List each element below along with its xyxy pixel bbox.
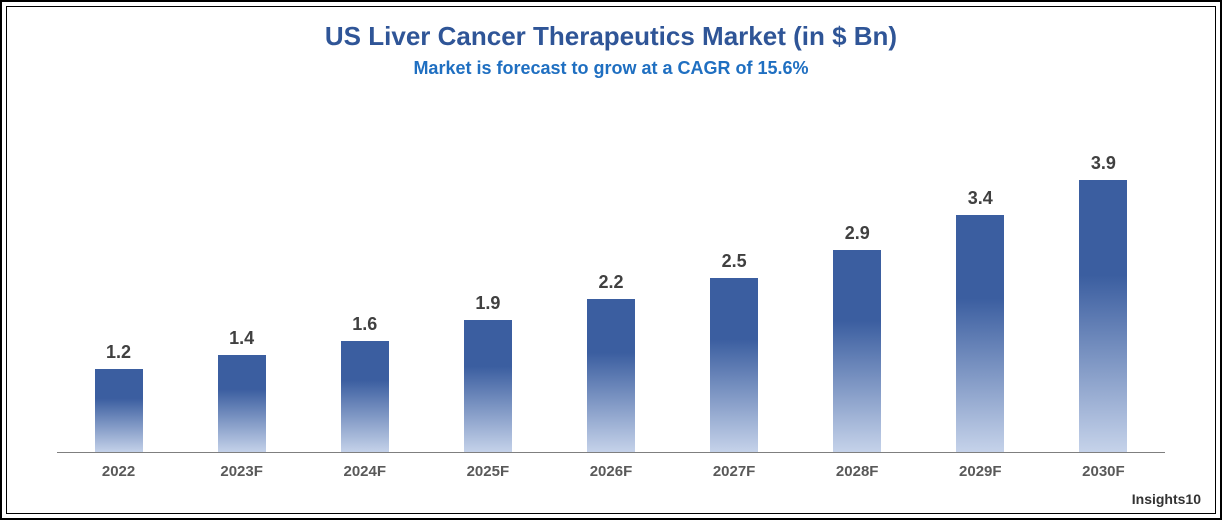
- bar-category-label: 2026F: [590, 463, 633, 480]
- bar-value-label: 1.6: [352, 314, 377, 335]
- bar-value-label: 1.4: [229, 328, 254, 349]
- bar-value-label: 1.2: [106, 342, 131, 363]
- x-axis-line: [57, 452, 1165, 453]
- bar-slot: 3.92030F: [1042, 133, 1165, 453]
- bar: [956, 215, 1004, 453]
- outer-frame: US Liver Cancer Therapeutics Market (in …: [0, 0, 1222, 520]
- bar-slot: 2.52027F: [673, 133, 796, 453]
- bar-category-label: 2024F: [343, 463, 386, 480]
- chart-subtitle: Market is forecast to grow at a CAGR of …: [7, 58, 1215, 79]
- bar-slot: 2.22026F: [549, 133, 672, 453]
- bar: [833, 250, 881, 453]
- chart-title: US Liver Cancer Therapeutics Market (in …: [7, 21, 1215, 52]
- bar: [95, 369, 143, 453]
- bar-slot: 1.22022: [57, 133, 180, 453]
- bar-category-label: 2028F: [836, 463, 879, 480]
- attribution: Insights10: [1132, 491, 1201, 507]
- bar-value-label: 2.5: [722, 251, 747, 272]
- bar: [710, 278, 758, 453]
- inner-frame: US Liver Cancer Therapeutics Market (in …: [6, 6, 1216, 514]
- bar-slot: 3.42029F: [919, 133, 1042, 453]
- bar: [1079, 180, 1127, 453]
- bar: [341, 341, 389, 453]
- bar-category-label: 2027F: [713, 463, 756, 480]
- bar-value-label: 1.9: [475, 293, 500, 314]
- bar-slot: 1.42023F: [180, 133, 303, 453]
- bar-category-label: 2022: [102, 463, 135, 480]
- bar-value-label: 2.2: [598, 272, 623, 293]
- bar: [218, 355, 266, 453]
- bar-slot: 2.92028F: [796, 133, 919, 453]
- bars-container: 1.220221.42023F1.62024F1.92025F2.22026F2…: [57, 133, 1165, 453]
- chart-area: 1.220221.42023F1.62024F1.92025F2.22026F2…: [57, 133, 1165, 453]
- bar-slot: 1.62024F: [303, 133, 426, 453]
- bar-slot: 1.92025F: [426, 133, 549, 453]
- bar-value-label: 2.9: [845, 223, 870, 244]
- bar-value-label: 3.4: [968, 188, 993, 209]
- bar: [587, 299, 635, 453]
- bar-category-label: 2025F: [467, 463, 510, 480]
- bar-category-label: 2023F: [220, 463, 263, 480]
- attribution-prefix: Insights: [1132, 491, 1186, 507]
- bar-value-label: 3.9: [1091, 153, 1116, 174]
- bar: [464, 320, 512, 453]
- bar-category-label: 2030F: [1082, 463, 1125, 480]
- bar-category-label: 2029F: [959, 463, 1002, 480]
- attribution-suffix: 10: [1185, 491, 1201, 507]
